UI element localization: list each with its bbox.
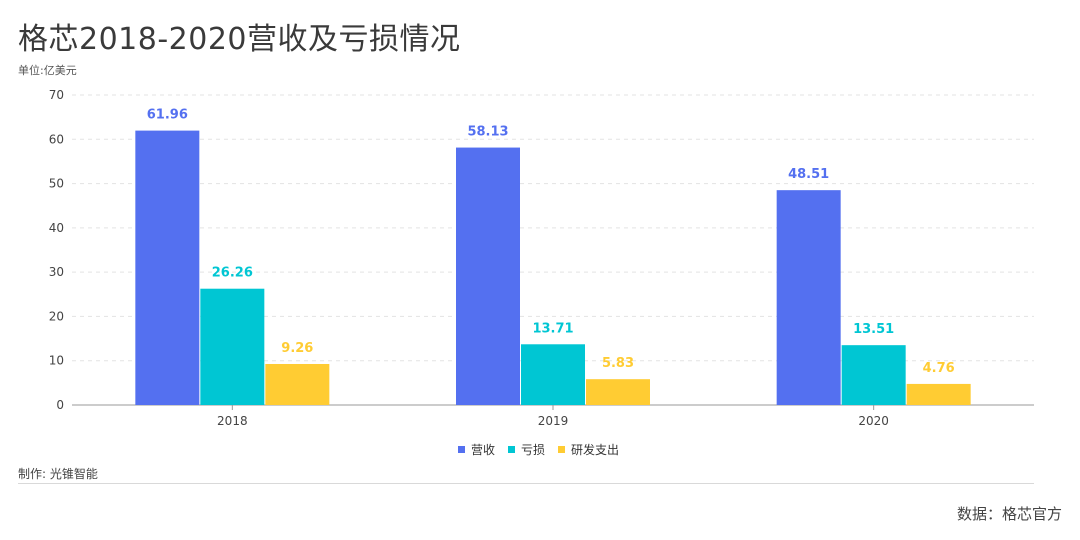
footer-divider bbox=[18, 483, 1034, 484]
legend-swatch bbox=[508, 446, 515, 453]
data-label: 58.13 bbox=[467, 125, 508, 140]
data-label: 26.26 bbox=[212, 266, 253, 281]
data-source: 数据：格芯官方 bbox=[956, 505, 1062, 523]
bar bbox=[200, 288, 265, 405]
data-label: 61.96 bbox=[147, 108, 188, 123]
x-tick-label: 2019 bbox=[538, 414, 569, 428]
maker-credit: 制作: 光锥智能 bbox=[18, 467, 98, 481]
y-tick-label: 30 bbox=[49, 265, 64, 279]
y-tick-label: 10 bbox=[49, 354, 64, 368]
data-label: 4.76 bbox=[923, 361, 955, 376]
y-tick-label: 50 bbox=[49, 177, 64, 191]
y-tick-label: 40 bbox=[49, 221, 64, 235]
bar bbox=[586, 379, 650, 405]
bar bbox=[265, 363, 330, 405]
legend-label: 营收 bbox=[471, 443, 495, 457]
data-label: 13.51 bbox=[853, 322, 894, 337]
data-label: 48.51 bbox=[788, 167, 829, 182]
bar bbox=[906, 383, 971, 405]
bar bbox=[841, 345, 906, 405]
y-tick-label: 60 bbox=[49, 132, 64, 146]
unit-label: 单位:亿美元 bbox=[18, 64, 77, 77]
bar bbox=[521, 344, 585, 405]
x-tick-label: 2020 bbox=[858, 414, 889, 428]
bar bbox=[456, 147, 520, 405]
data-label: 5.83 bbox=[602, 356, 634, 371]
bar bbox=[135, 130, 200, 405]
chart-title: 格芯2018-2020营收及亏损情况 bbox=[18, 22, 461, 57]
y-tick-label: 0 bbox=[56, 398, 64, 412]
legend-swatch bbox=[458, 446, 465, 453]
y-tick-label: 20 bbox=[49, 309, 64, 323]
legend-label: 研发支出 bbox=[571, 442, 619, 457]
x-tick-label: 2018 bbox=[217, 414, 248, 428]
legend-swatch bbox=[558, 446, 565, 453]
data-label: 9.26 bbox=[281, 341, 313, 356]
bar bbox=[776, 190, 841, 405]
y-tick-label: 70 bbox=[49, 88, 64, 102]
data-label: 13.71 bbox=[532, 321, 573, 336]
bar-chart: 0 10 20 30 40 50 60 70 61.96 26.26 9.26 2018 58.13 13… bbox=[49, 88, 1034, 457]
legend-label: 亏损 bbox=[521, 443, 545, 457]
